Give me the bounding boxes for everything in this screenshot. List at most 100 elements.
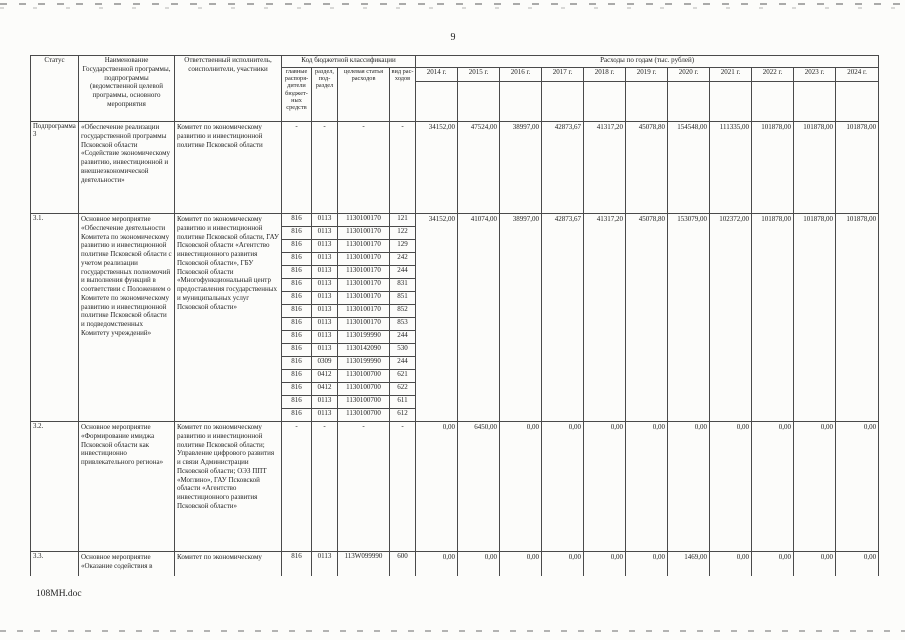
col-header-year-2017: 2017 г.: [541, 67, 585, 82]
code-grbs-cell: 816: [281, 252, 312, 266]
value-cell-2020: 154548,00: [667, 121, 711, 214]
value-cell-2014: 34152,00: [415, 213, 459, 422]
footer-filename: 108МН.doc: [36, 589, 82, 599]
value-cell-2020: 1469,00: [667, 551, 711, 576]
value-cell-2018: 0,00: [583, 421, 627, 552]
header-row-spacer: [31, 81, 880, 122]
code-grbs-cell: 816: [281, 304, 312, 318]
code-section-cell: 0113: [311, 226, 338, 240]
value-cell-2015: 47524,00: [457, 121, 501, 214]
value-cell-2024: 101878,00: [835, 213, 880, 422]
code-row: 816 0113 1130100170 851: [31, 291, 879, 305]
value-cell-2022: 0,00: [751, 421, 795, 552]
code-article-cell: 1130100170: [337, 304, 390, 318]
code-type-cell: 621: [388, 369, 417, 383]
code-type-cell: 600: [388, 551, 417, 576]
code-row: 816 0113 1130100170 853: [31, 317, 879, 331]
year-spacer-cell: [583, 81, 627, 122]
code-grbs-cell: 816: [281, 226, 312, 240]
year-spacer-cell: [835, 81, 880, 122]
code-article-cell: 1130100170: [337, 213, 390, 227]
year-spacer-cell: [457, 81, 501, 122]
value-cell-2019: 0,00: [625, 421, 669, 552]
value-cell-2022: 0,00: [751, 551, 795, 576]
code-type-cell: 244: [388, 330, 417, 344]
code-type-cell: 612: [388, 408, 417, 422]
code-row: 816 0113 1130142090 530: [31, 343, 879, 357]
value-cell-2020: 0,00: [667, 421, 711, 552]
value-cell-2015: 41074,00: [457, 213, 501, 422]
value-cell-2017: 42873,67: [541, 121, 585, 214]
year-spacer-cell: [709, 81, 753, 122]
code-grbs-cell: 816: [281, 278, 312, 292]
value-cell-2024: 0,00: [835, 551, 880, 576]
code-type-cell: 622: [388, 382, 417, 396]
code-article-cell: 1130100170: [337, 265, 390, 279]
year-spacer-cell: [625, 81, 669, 122]
code-grbs-cell: 816: [281, 356, 312, 370]
name-cell: Основное мероприятие «Формирование имидж…: [78, 421, 175, 552]
value-cell-2023: 101878,00: [793, 121, 837, 214]
code-grbs-cell: 816: [281, 265, 312, 279]
executor-cell: Комитет по экономическому: [174, 551, 282, 576]
value-cell-2023: 0,00: [793, 421, 837, 552]
code-grbs-cell: -: [281, 421, 312, 552]
value-cell-2017: 0,00: [541, 551, 585, 576]
budget-table: Статус Наименование Государственной прог…: [30, 55, 880, 576]
code-section-cell: 0113: [311, 551, 338, 576]
value-cell-2018: 41317,20: [583, 121, 627, 214]
col-header-year-2019: 2019 г.: [625, 67, 669, 82]
status-cell: 3.3.: [30, 551, 79, 576]
value-cell-2018: 0,00: [583, 551, 627, 576]
code-grbs-cell: 816: [281, 317, 312, 331]
col-header-section: раздел, под-раздел: [311, 67, 338, 122]
code-grbs-cell: 816: [281, 291, 312, 305]
value-cell-2021: 0,00: [709, 551, 753, 576]
code-section-cell: 0412: [311, 382, 338, 396]
col-header-name: Наименование Государственной программы, …: [78, 55, 175, 122]
col-header-status: Статус: [30, 55, 79, 122]
code-type-cell: 611: [388, 395, 417, 409]
year-spacer-cell: [751, 81, 795, 122]
status-cell: 3.1.: [30, 213, 79, 422]
code-section-cell: 0113: [311, 304, 338, 318]
year-spacer-cell: [667, 81, 711, 122]
value-cell-2021: 111335,00: [709, 121, 753, 214]
code-article-cell: -: [337, 421, 390, 552]
code-article-cell: 1130199990: [337, 356, 390, 370]
table-row-3-2: 3.2. Основное мероприятие «Формирование …: [30, 421, 880, 552]
table-row-3-3: 3.3. Основное мероприятие «Оказание соде…: [30, 551, 880, 576]
code-type-cell: 244: [388, 356, 417, 370]
code-type-cell: 121: [388, 213, 417, 227]
value-cell-2021: 0,00: [709, 421, 753, 552]
value-cell-2023: 101878,00: [793, 213, 837, 422]
col-header-year-2021: 2021 г.: [709, 67, 753, 82]
value-cell-2019: 45078,80: [625, 121, 669, 214]
col-header-target-article: целевая статья расходов: [337, 67, 390, 122]
code-row: 816 0113 1130100170 122: [31, 226, 879, 240]
code-type-cell: -: [388, 121, 417, 214]
code-section-cell: 0113: [311, 317, 338, 331]
value-cell-2016: 0,00: [499, 551, 543, 576]
code-article-cell: 1130100700: [337, 369, 390, 383]
col-header-year-2016: 2016 г.: [499, 67, 543, 82]
status-cell: Подпрограмма 3: [30, 121, 79, 214]
code-row: 816 0113 1130100170 852: [31, 304, 879, 318]
value-cell-2019: 0,00: [625, 551, 669, 576]
code-article-cell: 1130142090: [337, 343, 390, 357]
code-section-cell: -: [311, 421, 338, 552]
code-type-cell: 244: [388, 265, 417, 279]
code-section-cell: 0113: [311, 239, 338, 253]
code-section-cell: 0113: [311, 213, 338, 227]
code-type-cell: 122: [388, 226, 417, 240]
value-cell-2016: 38997,00: [499, 121, 543, 214]
code-row: 816 0113 1130100170 831: [31, 278, 879, 292]
code-section-cell: 0113: [311, 265, 338, 279]
value-cell-2018: 41317,20: [583, 213, 627, 422]
code-row: 816 0412 1130100700 621: [31, 369, 879, 383]
value-cell-2015: 0,00: [457, 551, 501, 576]
code-article-cell: 1130100170: [337, 239, 390, 253]
code-section-cell: 0113: [311, 252, 338, 266]
value-cell-2016: 0,00: [499, 421, 543, 552]
